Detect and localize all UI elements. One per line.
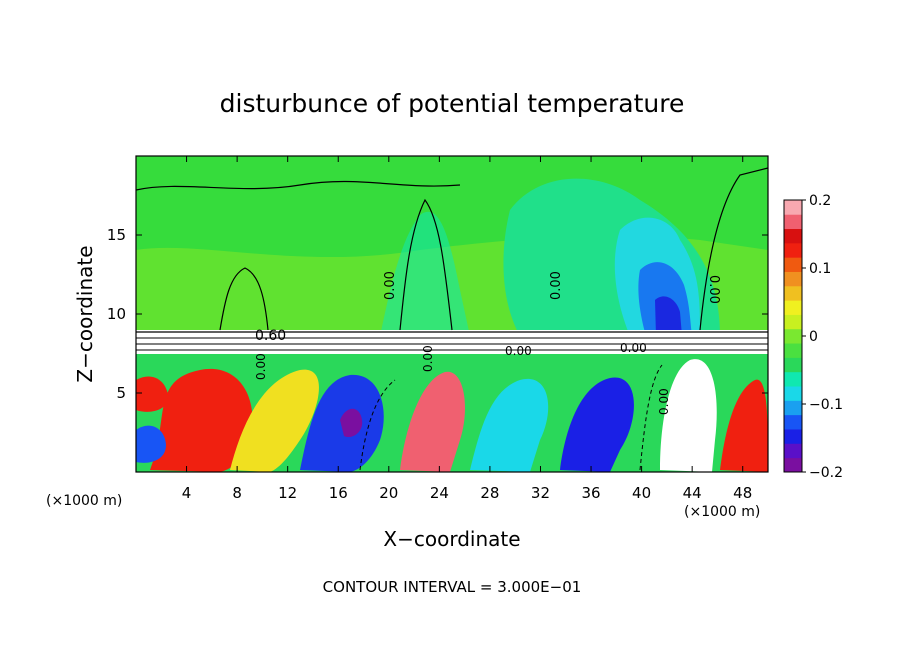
colorbar-segment: [784, 357, 802, 373]
contour-line: [699, 167, 768, 331]
y-tick-label: 15: [107, 226, 126, 244]
x-tick-label: 48: [733, 484, 752, 502]
y-axis-label: Z−coordinate: [73, 245, 97, 382]
x-unit-right: (×1000 m): [684, 504, 760, 520]
colorbar-segment: [784, 400, 802, 416]
lower-region-cyan: [470, 378, 549, 472]
contour-line: [399, 198, 453, 331]
x-axis-label: X−coordinate: [383, 527, 520, 551]
lower-region-purple-core: [340, 408, 363, 438]
colorbar-segment: [784, 300, 802, 315]
contour-line-dashed: [639, 364, 663, 471]
contour-interval-note: CONTOUR INTERVAL = 3.000E−01: [323, 578, 582, 596]
x-axis: 4 8 12 16 20 24 28 32 36 40 44 48: [182, 156, 752, 502]
colorbar-segment: [784, 257, 802, 272]
lower-region-yellow: [230, 369, 319, 472]
colorbar: [784, 200, 802, 473]
contour-label: 0.00: [706, 275, 721, 304]
x-tick-label: 8: [232, 484, 242, 502]
contour-line: [219, 267, 269, 331]
colorbar-segment: [784, 242, 802, 258]
contour-label: 0.00: [505, 344, 532, 358]
x-tick-label: 32: [531, 484, 550, 502]
contour-label: 0.00: [549, 271, 564, 300]
contour-line: [136, 180, 461, 191]
colorbar-segment: [784, 343, 802, 358]
y-axis: 5 10 15: [107, 226, 768, 402]
x-tick-label: 40: [632, 484, 651, 502]
contour-label: 0.00: [383, 271, 398, 300]
colorbar-ticks: 0.2 0.1 0 −0.1 −0.2: [802, 193, 843, 481]
colorbar-tick-label: −0.2: [809, 465, 843, 481]
x-tick-label: 28: [480, 484, 499, 502]
colorbar-segment: [784, 314, 802, 330]
colorbar-segment: [784, 214, 802, 230]
x-unit-left: (×1000 m): [46, 493, 122, 509]
x-tick-label: 16: [329, 484, 348, 502]
contour-label: 0.00: [620, 341, 647, 355]
contour-label: 0.00: [657, 388, 671, 415]
colorbar-segment: [784, 371, 802, 387]
contour-label: 0.00: [421, 345, 435, 372]
lower-region-blue-left-edge: [136, 425, 166, 463]
colorbar-tick-label: −0.1: [809, 397, 843, 413]
lower-region-blue-right: [560, 377, 634, 472]
colorbar-segment: [784, 271, 802, 287]
x-tick-label: 20: [379, 484, 398, 502]
upper-region-deep-blue-core: [655, 296, 682, 336]
lower-region-white-plume: [660, 359, 717, 472]
colorbar-segment: [784, 386, 802, 401]
colorbar-segment: [784, 443, 802, 459]
colorbar-tick-label: 0.1: [809, 261, 831, 277]
colorbar-segment: [784, 228, 802, 244]
y-tick-label: 10: [107, 305, 126, 323]
colorbar-segment: [784, 429, 802, 444]
colorbar-tick-label: 0.2: [809, 193, 831, 209]
plot-area: [136, 156, 768, 472]
contour-label: 0.60: [255, 328, 286, 344]
colorbar-segment: [784, 200, 802, 215]
colorbar-segment: [784, 285, 802, 301]
x-tick-label: 4: [182, 484, 192, 502]
lower-region-red-left-edge: [136, 376, 169, 412]
colorbar-tick-label: 0: [809, 329, 818, 345]
colorbar-segment: [784, 414, 802, 430]
chart-title: disturbunce of potential temperature: [220, 89, 685, 118]
y-tick-label: 5: [116, 384, 126, 402]
lower-region-red-right: [720, 379, 768, 472]
colorbar-segment: [784, 328, 802, 344]
lower-region-red: [150, 368, 253, 472]
lower-region-pink: [400, 371, 465, 472]
x-tick-label: 12: [278, 484, 297, 502]
x-tick-label: 36: [581, 484, 600, 502]
x-tick-label: 24: [430, 484, 449, 502]
colorbar-segment: [784, 457, 802, 473]
contour-label: 0.00: [254, 353, 268, 380]
x-tick-label: 44: [683, 484, 702, 502]
